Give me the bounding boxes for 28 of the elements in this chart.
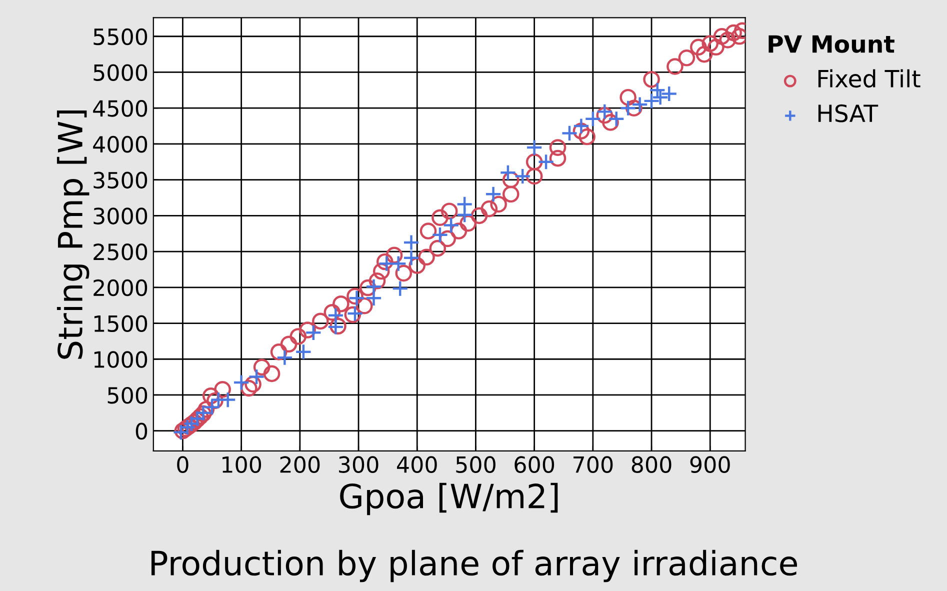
x-axis-title: Gpoa [W/m2] bbox=[340, 482, 558, 516]
y-tick-label: 1500 bbox=[94, 315, 148, 332]
x-tick-label: 900 bbox=[690, 456, 730, 473]
y-tick-label: 4500 bbox=[93, 100, 148, 117]
x-tick-label: 700 bbox=[574, 456, 613, 473]
x-tick-label: 600 bbox=[514, 456, 554, 473]
x-tick-label: 200 bbox=[280, 456, 320, 473]
y-tick-label: 2500 bbox=[94, 243, 148, 260]
y-tick-label: 2000 bbox=[94, 279, 148, 296]
y-tick-label: 0 bbox=[136, 422, 148, 440]
x-tick-label: 100 bbox=[222, 456, 262, 473]
x-tick-label: 500 bbox=[456, 456, 496, 473]
text: Production by plane of array irradiance bbox=[152, 550, 797, 582]
y-tick-label: 5000 bbox=[94, 64, 148, 81]
x-tick-label: 400 bbox=[397, 456, 437, 473]
legend-title: PV Mount bbox=[768, 35, 894, 53]
legend-label: HSAT bbox=[818, 104, 878, 122]
y-tick-label: 5500 bbox=[94, 28, 148, 46]
x-tick-label: 0 bbox=[177, 456, 188, 473]
x-tick-label: 800 bbox=[632, 456, 672, 473]
y-axis-title: String Pmp [W] bbox=[56, 110, 90, 359]
y-tick-label: 4000 bbox=[93, 136, 148, 153]
y-tick-label: 3000 bbox=[94, 208, 148, 224]
y-tick-label: 1000 bbox=[94, 351, 148, 368]
x-tick-label: 300 bbox=[339, 456, 378, 473]
legend-label: Fixed Tilt bbox=[818, 69, 920, 88]
y-tick-label: 3500 bbox=[94, 172, 148, 189]
y-tick-label: 500 bbox=[108, 386, 148, 404]
